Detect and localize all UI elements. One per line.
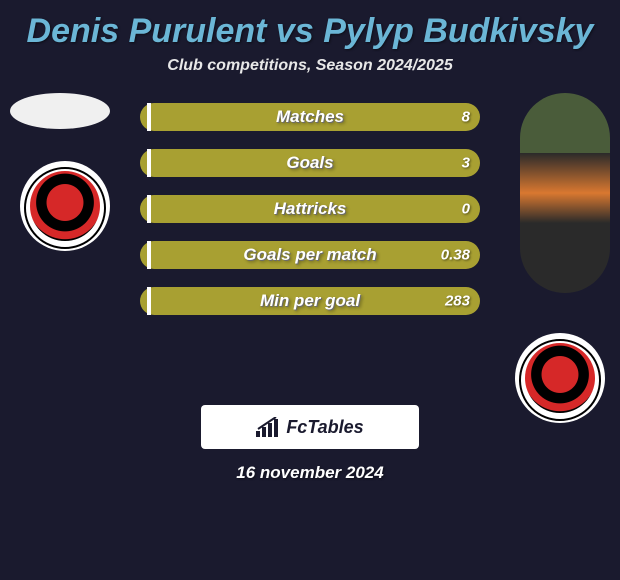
bar-separator — [147, 103, 151, 131]
bar-value-right: 283 — [445, 293, 470, 310]
bar-label: Goals per match — [243, 245, 376, 265]
stat-bar-row: Matches 8 — [140, 103, 480, 131]
chart-icon — [256, 417, 280, 437]
stat-bar-row: Min per goal 283 — [140, 287, 480, 315]
bar-separator — [147, 149, 151, 177]
stat-bars: Matches 8 Goals 3 Hattricks 0 Goals per match 0… — [140, 103, 480, 315]
player1-avatar — [10, 93, 110, 129]
bar-separator — [147, 287, 151, 315]
bar-label: Goals — [286, 153, 333, 173]
stat-bar-row: Goals per match 0.38 — [140, 241, 480, 269]
comparison-content: Matches 8 Goals 3 Hattricks 0 Goals per match 0… — [0, 103, 620, 315]
bar-value-right: 0.38 — [441, 247, 470, 264]
club-badge-icon — [30, 171, 100, 241]
bar-separator — [147, 195, 151, 223]
bar-separator — [147, 241, 151, 269]
player2-avatar — [520, 93, 610, 293]
club-badge-icon — [525, 343, 595, 413]
brand-text: FcTables — [286, 417, 363, 438]
player2-name: Pylyp Budkivsky — [323, 12, 593, 50]
vs-text: vs — [276, 12, 314, 50]
bar-value-right: 3 — [462, 155, 470, 172]
subtitle: Club competitions, Season 2024/2025 — [0, 57, 620, 75]
bar-label: Min per goal — [260, 291, 360, 311]
stat-bar-row: Hattricks 0 — [140, 195, 480, 223]
stat-bar-row: Goals 3 — [140, 149, 480, 177]
player1-club-badge — [20, 161, 110, 251]
bar-value-right: 8 — [462, 109, 470, 126]
player2-club-badge — [515, 333, 605, 423]
bar-label: Matches — [276, 107, 344, 127]
bar-value-right: 0 — [462, 201, 470, 218]
brand-logo: FcTables — [201, 405, 419, 449]
date-text: 16 november 2024 — [0, 463, 620, 483]
bar-label: Hattricks — [274, 199, 347, 219]
player1-name: Denis Purulent — [27, 12, 267, 50]
page-title: Denis Purulent vs Pylyp Budkivsky — [0, 0, 620, 57]
